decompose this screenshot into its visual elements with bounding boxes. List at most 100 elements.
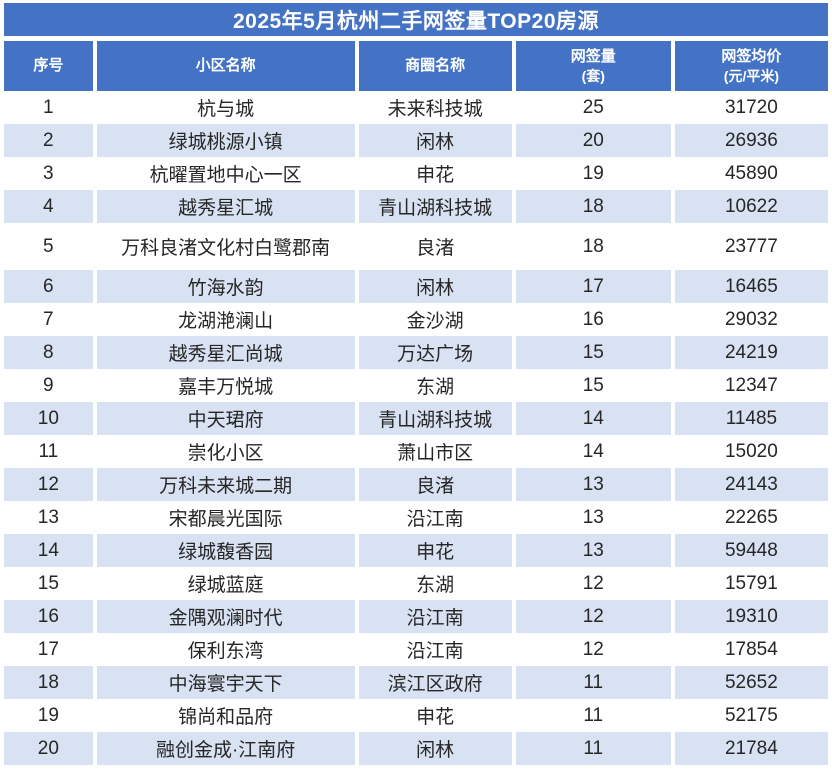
table-row: 6 竹海水韵 闲林 17 16465 bbox=[4, 270, 828, 303]
column-label: 网签量 bbox=[570, 48, 616, 66]
cell-community: 锦尚和品府 bbox=[96, 699, 355, 732]
cell-community: 龙湖滟澜山 bbox=[96, 303, 355, 336]
cell-rank: 4 bbox=[4, 190, 93, 223]
cell-community: 金隅观澜时代 bbox=[96, 600, 355, 633]
cell-price: 15020 bbox=[674, 435, 828, 468]
column-label: 商圈名称 bbox=[405, 57, 466, 75]
cell-community: 杭曜置地中心一区 bbox=[96, 157, 355, 190]
cell-rank: 16 bbox=[4, 600, 93, 633]
table-row: 9 嘉丰万悦城 东湖 15 12347 bbox=[4, 369, 828, 402]
column-sublabel: (套) bbox=[581, 67, 605, 84]
cell-price: 10622 bbox=[674, 190, 828, 223]
cell-district: 闲林 bbox=[358, 732, 512, 765]
table-row: 11 崇化小区 萧山市区 14 15020 bbox=[4, 435, 828, 468]
cell-district: 东湖 bbox=[358, 567, 512, 600]
column-label: 网签均价 bbox=[721, 48, 782, 66]
cell-volume: 13 bbox=[515, 534, 671, 567]
cell-volume: 18 bbox=[515, 223, 671, 270]
column-label: 小区名称 bbox=[195, 57, 256, 75]
cell-volume: 15 bbox=[515, 336, 671, 369]
cell-volume: 14 bbox=[515, 402, 671, 435]
cell-price: 31720 bbox=[674, 91, 828, 124]
cell-rank: 7 bbox=[4, 303, 93, 336]
table-row: 10 中天珺府 青山湖科技城 14 11485 bbox=[4, 402, 828, 435]
column-header-rank: 序号 bbox=[4, 41, 93, 91]
cell-volume: 11 bbox=[515, 666, 671, 699]
table-row: 4 越秀星汇城 青山湖科技城 18 10622 bbox=[4, 190, 828, 223]
cell-price: 52652 bbox=[674, 666, 828, 699]
cell-price: 17854 bbox=[674, 633, 828, 666]
column-header-price: 网签均价 (元/平米) bbox=[674, 41, 828, 91]
cell-community: 竹海水韵 bbox=[96, 270, 355, 303]
cell-price: 15791 bbox=[674, 567, 828, 600]
cell-volume: 12 bbox=[515, 567, 671, 600]
cell-volume: 19 bbox=[515, 157, 671, 190]
cell-rank: 18 bbox=[4, 666, 93, 699]
column-header-district: 商圈名称 bbox=[358, 41, 512, 91]
cell-rank: 20 bbox=[4, 732, 93, 765]
cell-district: 申花 bbox=[358, 699, 512, 732]
header-row: 序号 小区名称 商圈名称 网签量 (套) 网签均价 (元/平米) bbox=[4, 41, 828, 91]
cell-rank: 15 bbox=[4, 567, 93, 600]
cell-community: 保利东湾 bbox=[96, 633, 355, 666]
table-row: 1 杭与城 未来科技城 25 31720 bbox=[4, 91, 828, 124]
cell-community: 万科未来城二期 bbox=[96, 468, 355, 501]
cell-rank: 14 bbox=[4, 534, 93, 567]
cell-volume: 20 bbox=[515, 124, 671, 157]
cell-rank: 1 bbox=[4, 91, 93, 124]
cell-price: 12347 bbox=[674, 369, 828, 402]
cell-rank: 11 bbox=[4, 435, 93, 468]
table-header: 序号 小区名称 商圈名称 网签量 (套) 网签均价 (元/平米) bbox=[4, 41, 828, 91]
cell-volume: 12 bbox=[515, 600, 671, 633]
column-label: 序号 bbox=[33, 57, 64, 75]
table-row: 16 金隅观澜时代 沿江南 12 19310 bbox=[4, 600, 828, 633]
cell-volume: 25 bbox=[515, 91, 671, 124]
cell-rank: 19 bbox=[4, 699, 93, 732]
cell-price: 23777 bbox=[674, 223, 828, 270]
cell-price: 19310 bbox=[674, 600, 828, 633]
cell-price: 16465 bbox=[674, 270, 828, 303]
page-title: 2025年5月杭州二手网签量TOP20房源 bbox=[4, 3, 828, 36]
cell-community: 中海寰宇天下 bbox=[96, 666, 355, 699]
cell-district: 沿江南 bbox=[358, 600, 512, 633]
cell-district: 滨江区政府 bbox=[358, 666, 512, 699]
cell-community: 崇化小区 bbox=[96, 435, 355, 468]
cell-community: 宋都晨光国际 bbox=[96, 501, 355, 534]
cell-rank: 13 bbox=[4, 501, 93, 534]
cell-price: 22265 bbox=[674, 501, 828, 534]
cell-volume: 13 bbox=[515, 501, 671, 534]
cell-community: 绿城桃源小镇 bbox=[96, 124, 355, 157]
table-row: 14 绿城馥香园 申花 13 59448 bbox=[4, 534, 828, 567]
cell-rank: 17 bbox=[4, 633, 93, 666]
cell-community: 绿城馥香园 bbox=[96, 534, 355, 567]
cell-price: 29032 bbox=[674, 303, 828, 336]
cell-volume: 15 bbox=[515, 369, 671, 402]
table-row: 2 绿城桃源小镇 闲林 20 26936 bbox=[4, 124, 828, 157]
cell-volume: 13 bbox=[515, 468, 671, 501]
cell-volume: 16 bbox=[515, 303, 671, 336]
cell-district: 青山湖科技城 bbox=[358, 190, 512, 223]
table-row: 7 龙湖滟澜山 金沙湖 16 29032 bbox=[4, 303, 828, 336]
cell-district: 未来科技城 bbox=[358, 91, 512, 124]
table-row: 3 杭曜置地中心一区 申花 19 45890 bbox=[4, 157, 828, 190]
cell-rank: 10 bbox=[4, 402, 93, 435]
cell-district: 申花 bbox=[358, 534, 512, 567]
cell-district: 沿江南 bbox=[358, 633, 512, 666]
cell-price: 52175 bbox=[674, 699, 828, 732]
cell-price: 59448 bbox=[674, 534, 828, 567]
cell-price: 26936 bbox=[674, 124, 828, 157]
cell-community: 越秀星汇尚城 bbox=[96, 336, 355, 369]
cell-district: 青山湖科技城 bbox=[358, 402, 512, 435]
cell-volume: 12 bbox=[515, 633, 671, 666]
cell-community: 嘉丰万悦城 bbox=[96, 369, 355, 402]
cell-district: 申花 bbox=[358, 157, 512, 190]
table-row: 5 万科良渚文化村白鹭郡南 良渚 18 23777 bbox=[4, 223, 828, 270]
cell-volume: 18 bbox=[515, 190, 671, 223]
table-row: 12 万科未来城二期 良渚 13 24143 bbox=[4, 468, 828, 501]
cell-volume: 17 bbox=[515, 270, 671, 303]
cell-rank: 12 bbox=[4, 468, 93, 501]
cell-price: 24143 bbox=[674, 468, 828, 501]
cell-rank: 8 bbox=[4, 336, 93, 369]
cell-volume: 11 bbox=[515, 699, 671, 732]
